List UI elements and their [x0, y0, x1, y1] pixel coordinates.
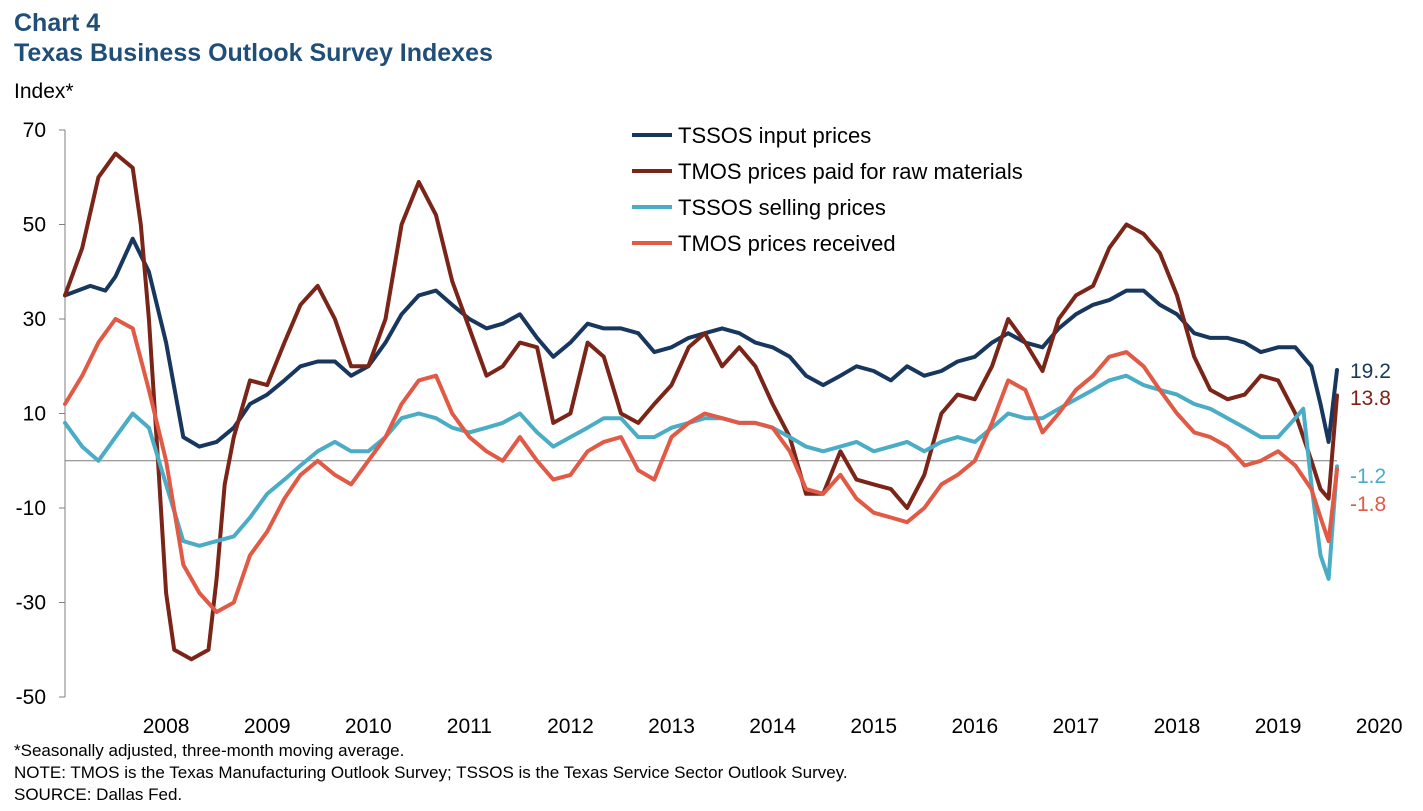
chart-number: Chart 4: [14, 9, 101, 37]
x-tick-label: 2018: [1154, 715, 1201, 738]
end-value-label: 13.8: [1350, 387, 1391, 410]
end-value-label: -1.8: [1350, 493, 1386, 516]
y-tick-label: -50: [16, 686, 46, 709]
footnote-source: SOURCE: Dallas Fed.: [14, 785, 183, 804]
footnotes: *Seasonally adjusted, three-month moving…: [14, 740, 848, 806]
y-tick-label: 50: [23, 214, 46, 237]
series-line-2: [63, 151, 1339, 662]
legend-label: TSSOS selling prices: [678, 195, 886, 220]
x-tick-label: 2014: [749, 715, 796, 738]
end-value-label: 19.2: [1350, 360, 1391, 383]
x-tick-label: 2011: [447, 715, 492, 738]
x-tick-label: 2020: [1356, 715, 1403, 738]
legend-label: TMOS prices received: [678, 231, 896, 256]
series-line-4: [63, 317, 1339, 614]
x-tick-label: 2019: [1255, 715, 1302, 738]
x-tick-label: 2012: [547, 715, 594, 738]
y-tick-label: 30: [23, 308, 46, 331]
chart-header: Chart 4 Texas Business Outlook Survey In…: [14, 8, 493, 68]
y-tick-label: -30: [16, 592, 46, 615]
end-value-label: -1.2: [1350, 465, 1386, 488]
legend-label: TSSOS input prices: [678, 123, 871, 148]
y-axis-label: Index*: [14, 80, 74, 103]
x-tick-label: 2008: [143, 715, 190, 738]
x-tick-label: 2009: [244, 715, 291, 738]
y-tick-label: 70: [23, 119, 46, 142]
x-tick-label: 2016: [951, 715, 998, 738]
chart-title: Texas Business Outlook Survey Indexes: [14, 39, 493, 67]
footnote-seasonal: *Seasonally adjusted, three-month moving…: [14, 741, 405, 760]
x-tick-label: 2010: [345, 715, 392, 738]
x-tick-label: 2013: [648, 715, 695, 738]
legend-label: TMOS prices paid for raw materials: [678, 159, 1023, 184]
y-tick-label: -10: [16, 497, 46, 520]
x-tick-label: 2015: [850, 715, 897, 738]
footnote-note: NOTE: TMOS is the Texas Manufacturing Ou…: [14, 763, 848, 782]
series-line-1: [63, 236, 1339, 449]
y-tick-label: 10: [23, 403, 46, 426]
x-tick-label: 2017: [1053, 715, 1100, 738]
